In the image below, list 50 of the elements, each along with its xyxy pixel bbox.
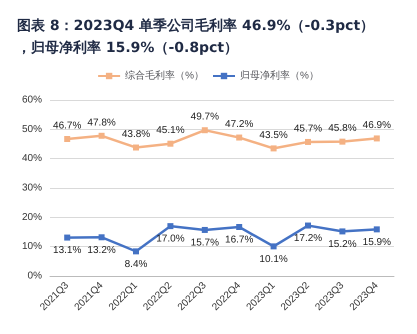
data-label: 15.2% — [328, 238, 357, 250]
legend-label: 综合毛利率（%） — [125, 70, 204, 82]
point — [374, 226, 380, 232]
data-label: 13.1% — [53, 245, 82, 256]
data-label: 45.1% — [156, 125, 185, 136]
point — [98, 132, 105, 139]
data-label: 45.7% — [294, 123, 322, 134]
data-label: 15.7% — [190, 237, 220, 248]
point — [202, 226, 208, 233]
point — [236, 224, 242, 230]
y-tick-label: 0% — [28, 270, 42, 282]
y-tick-label: 50% — [22, 124, 42, 135]
data-label: 46.9% — [362, 120, 392, 131]
point — [270, 145, 277, 152]
y-tick-label: 40% — [22, 153, 42, 164]
y-tick-label: 60% — [22, 94, 42, 106]
point — [339, 228, 346, 234]
data-label: 46.7% — [53, 120, 82, 132]
point — [64, 234, 70, 241]
point — [64, 136, 70, 142]
chart-title: 图表 8：2023Q4 单季公司毛利率 46.9%（-0.3pct），归母净利率 15.9%（-0.8pct） — [17, 17, 374, 56]
point — [339, 138, 346, 145]
legend-label: 归母净利率（%） — [240, 70, 319, 82]
point — [305, 222, 311, 229]
data-label: 10.1% — [259, 254, 288, 265]
data-label: 43.8% — [122, 129, 150, 140]
data-label: 17.2% — [294, 233, 322, 244]
point — [202, 127, 208, 134]
point — [305, 138, 311, 145]
point — [133, 144, 139, 151]
data-label: 17.0% — [156, 234, 185, 245]
data-label: 45.8% — [328, 123, 357, 134]
data-label: 16.7% — [225, 234, 254, 246]
y-tick-label: 30% — [22, 182, 42, 194]
data-label: 13.2% — [87, 244, 116, 256]
point — [236, 134, 242, 141]
data-label: 15.9% — [362, 236, 392, 248]
point — [167, 140, 174, 147]
point — [133, 248, 139, 254]
point — [270, 243, 277, 250]
point — [374, 135, 380, 142]
point — [167, 223, 174, 230]
y-tick-label: 20% — [22, 212, 42, 223]
point — [98, 234, 105, 240]
data-label: 43.5% — [259, 130, 288, 141]
data-label: 49.7% — [190, 112, 220, 123]
data-label: 47.8% — [87, 117, 116, 128]
data-label: 8.4% — [124, 258, 148, 270]
y-tick-label: 10% — [22, 241, 42, 252]
data-label: 47.2% — [225, 119, 254, 130]
